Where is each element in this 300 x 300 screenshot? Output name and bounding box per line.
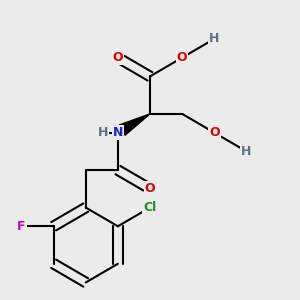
Text: H: H	[209, 32, 219, 45]
Text: F: F	[17, 220, 26, 233]
Text: Cl: Cl	[143, 201, 157, 214]
Text: O: O	[145, 182, 155, 195]
Text: H: H	[241, 145, 252, 158]
Polygon shape	[119, 114, 150, 135]
Text: O: O	[209, 126, 220, 139]
Text: N: N	[113, 126, 123, 139]
Text: H: H	[98, 126, 108, 139]
Text: O: O	[177, 51, 188, 64]
Text: O: O	[112, 51, 123, 64]
